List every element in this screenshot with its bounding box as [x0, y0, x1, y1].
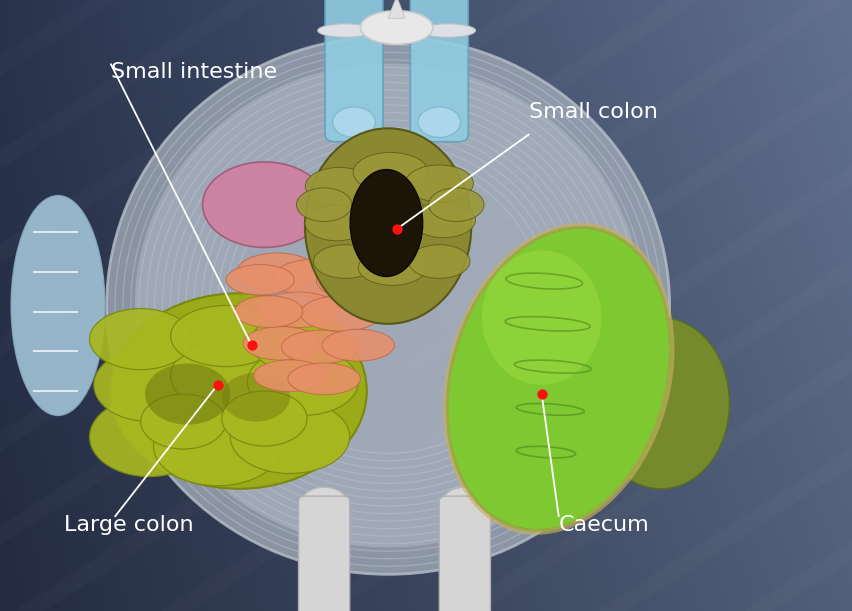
Text: Large colon: Large colon	[64, 514, 193, 535]
Ellipse shape	[411, 202, 475, 238]
Ellipse shape	[428, 188, 484, 221]
Ellipse shape	[94, 348, 204, 422]
Ellipse shape	[353, 189, 423, 226]
Ellipse shape	[314, 244, 377, 279]
Ellipse shape	[170, 306, 281, 367]
Ellipse shape	[288, 363, 360, 395]
Ellipse shape	[317, 24, 373, 37]
Ellipse shape	[413, 196, 447, 219]
Ellipse shape	[358, 250, 426, 285]
Ellipse shape	[281, 330, 358, 364]
Polygon shape	[388, 0, 405, 18]
Ellipse shape	[141, 394, 226, 449]
Ellipse shape	[106, 37, 669, 574]
Ellipse shape	[203, 162, 325, 247]
FancyBboxPatch shape	[325, 0, 383, 142]
Ellipse shape	[481, 251, 601, 385]
Ellipse shape	[296, 188, 351, 221]
FancyBboxPatch shape	[298, 496, 349, 611]
Ellipse shape	[273, 259, 358, 297]
Ellipse shape	[316, 264, 391, 298]
Ellipse shape	[243, 326, 320, 360]
Ellipse shape	[251, 312, 345, 373]
FancyBboxPatch shape	[439, 496, 490, 611]
Circle shape	[332, 107, 375, 137]
Ellipse shape	[226, 265, 294, 295]
Ellipse shape	[441, 488, 487, 521]
Ellipse shape	[222, 373, 290, 422]
Ellipse shape	[349, 169, 423, 276]
Point	[389, 224, 403, 234]
Ellipse shape	[89, 309, 192, 370]
Ellipse shape	[419, 24, 475, 37]
Ellipse shape	[234, 296, 302, 327]
Ellipse shape	[230, 400, 349, 474]
Ellipse shape	[237, 253, 317, 291]
Ellipse shape	[301, 296, 382, 331]
FancyBboxPatch shape	[410, 0, 468, 142]
Ellipse shape	[153, 406, 281, 486]
Ellipse shape	[405, 165, 473, 202]
Ellipse shape	[321, 329, 394, 361]
Ellipse shape	[254, 360, 326, 392]
Circle shape	[417, 107, 460, 137]
Ellipse shape	[408, 244, 469, 279]
Point	[245, 340, 258, 350]
Ellipse shape	[360, 10, 433, 45]
Ellipse shape	[111, 293, 366, 489]
Ellipse shape	[305, 167, 373, 205]
Ellipse shape	[11, 196, 105, 415]
Point	[534, 389, 548, 399]
Ellipse shape	[222, 391, 307, 446]
Ellipse shape	[396, 172, 439, 200]
Text: Caecum: Caecum	[558, 514, 648, 535]
Text: Small intestine: Small intestine	[111, 62, 277, 82]
Ellipse shape	[337, 196, 371, 219]
Ellipse shape	[305, 128, 470, 324]
Ellipse shape	[135, 64, 641, 547]
Point	[210, 380, 224, 390]
Ellipse shape	[446, 227, 670, 530]
Ellipse shape	[257, 292, 338, 327]
Ellipse shape	[343, 169, 389, 198]
Ellipse shape	[89, 397, 209, 477]
Ellipse shape	[301, 488, 348, 521]
Ellipse shape	[305, 205, 368, 241]
Text: Small colon: Small colon	[528, 102, 657, 122]
Ellipse shape	[247, 348, 358, 415]
Ellipse shape	[145, 364, 230, 425]
Ellipse shape	[592, 318, 728, 489]
Ellipse shape	[170, 339, 290, 412]
Ellipse shape	[353, 152, 428, 192]
